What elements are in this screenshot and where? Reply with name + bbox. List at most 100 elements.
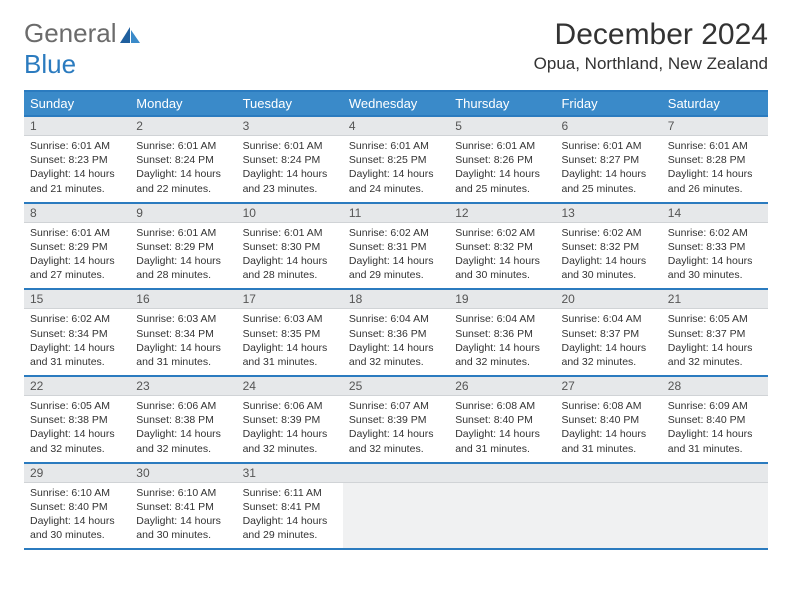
day-number-cell: 19 xyxy=(449,290,555,309)
day-number-cell: 10 xyxy=(237,204,343,223)
sunrise-line: Sunrise: 6:01 AM xyxy=(243,139,337,153)
day-number-cell: 24 xyxy=(237,377,343,396)
sunset-line: Sunset: 8:39 PM xyxy=(349,413,443,427)
sunrise-line: Sunrise: 6:01 AM xyxy=(561,139,655,153)
sunrise-line: Sunrise: 6:03 AM xyxy=(136,312,230,326)
day-data-row: Sunrise: 6:05 AMSunset: 8:38 PMDaylight:… xyxy=(24,396,768,464)
sunset-line: Sunset: 8:40 PM xyxy=(30,500,124,514)
day-number-cell: 18 xyxy=(343,290,449,309)
daylight-line: Daylight: 14 hours and 23 minutes. xyxy=(243,167,337,195)
day-data-cell: Sunrise: 6:01 AMSunset: 8:24 PMDaylight:… xyxy=(130,136,236,204)
day-number-cell: 26 xyxy=(449,377,555,396)
sunset-line: Sunset: 8:31 PM xyxy=(349,240,443,254)
day-data-cell: Sunrise: 6:02 AMSunset: 8:32 PMDaylight:… xyxy=(555,223,661,291)
sunrise-line: Sunrise: 6:02 AM xyxy=(30,312,124,326)
day-data-cell: Sunrise: 6:03 AMSunset: 8:35 PMDaylight:… xyxy=(237,309,343,377)
day-data-cell: Sunrise: 6:01 AMSunset: 8:29 PMDaylight:… xyxy=(24,223,130,291)
day-data-cell: Sunrise: 6:02 AMSunset: 8:32 PMDaylight:… xyxy=(449,223,555,291)
sunset-line: Sunset: 8:24 PM xyxy=(136,153,230,167)
daylight-line: Daylight: 14 hours and 31 minutes. xyxy=(136,341,230,369)
daylight-line: Daylight: 14 hours and 26 minutes. xyxy=(668,167,762,195)
daylight-line: Daylight: 14 hours and 32 minutes. xyxy=(30,427,124,455)
day-data-cell: Sunrise: 6:06 AMSunset: 8:38 PMDaylight:… xyxy=(130,396,236,464)
day-number-row: 1234567 xyxy=(24,117,768,136)
day-data-row: Sunrise: 6:01 AMSunset: 8:23 PMDaylight:… xyxy=(24,136,768,204)
sunset-line: Sunset: 8:38 PM xyxy=(136,413,230,427)
sunrise-line: Sunrise: 6:01 AM xyxy=(136,226,230,240)
day-data-cell: Sunrise: 6:11 AMSunset: 8:41 PMDaylight:… xyxy=(237,483,343,551)
day-data-cell: Sunrise: 6:03 AMSunset: 8:34 PMDaylight:… xyxy=(130,309,236,377)
day-number-cell: 2 xyxy=(130,117,236,136)
day-data-cell: Sunrise: 6:02 AMSunset: 8:33 PMDaylight:… xyxy=(662,223,768,291)
day-number-cell: 30 xyxy=(130,464,236,483)
day-number-cell: 31 xyxy=(237,464,343,483)
day-data-cell: Sunrise: 6:02 AMSunset: 8:34 PMDaylight:… xyxy=(24,309,130,377)
day-number-row: 891011121314 xyxy=(24,204,768,223)
sunrise-line: Sunrise: 6:01 AM xyxy=(668,139,762,153)
day-data-cell xyxy=(449,483,555,551)
title-block: December 2024 Opua, Northland, New Zeala… xyxy=(534,18,768,74)
sunset-line: Sunset: 8:30 PM xyxy=(243,240,337,254)
header: General Blue December 2024 Opua, Northla… xyxy=(24,18,768,80)
day-data-cell xyxy=(662,483,768,551)
sunrise-line: Sunrise: 6:07 AM xyxy=(349,399,443,413)
daylight-line: Daylight: 14 hours and 32 minutes. xyxy=(136,427,230,455)
day-number-cell xyxy=(343,464,449,483)
sunrise-line: Sunrise: 6:10 AM xyxy=(30,486,124,500)
day-number-cell: 5 xyxy=(449,117,555,136)
daylight-line: Daylight: 14 hours and 25 minutes. xyxy=(561,167,655,195)
calendar-grid: SundayMondayTuesdayWednesdayThursdayFrid… xyxy=(24,90,768,550)
sunrise-line: Sunrise: 6:02 AM xyxy=(668,226,762,240)
sunset-line: Sunset: 8:34 PM xyxy=(136,327,230,341)
day-number-cell: 14 xyxy=(662,204,768,223)
sunset-line: Sunset: 8:28 PM xyxy=(668,153,762,167)
sunset-line: Sunset: 8:39 PM xyxy=(243,413,337,427)
day-data-cell: Sunrise: 6:05 AMSunset: 8:37 PMDaylight:… xyxy=(662,309,768,377)
day-data-row: Sunrise: 6:02 AMSunset: 8:34 PMDaylight:… xyxy=(24,309,768,377)
daylight-line: Daylight: 14 hours and 32 minutes. xyxy=(455,341,549,369)
sunset-line: Sunset: 8:37 PM xyxy=(668,327,762,341)
daylight-line: Daylight: 14 hours and 30 minutes. xyxy=(136,514,230,542)
day-number-cell: 29 xyxy=(24,464,130,483)
day-header: Wednesday xyxy=(343,92,449,117)
daylight-line: Daylight: 14 hours and 21 minutes. xyxy=(30,167,124,195)
sunrise-line: Sunrise: 6:02 AM xyxy=(561,226,655,240)
day-data-cell: Sunrise: 6:01 AMSunset: 8:26 PMDaylight:… xyxy=(449,136,555,204)
sunrise-line: Sunrise: 6:09 AM xyxy=(668,399,762,413)
sunset-line: Sunset: 8:41 PM xyxy=(136,500,230,514)
sunrise-line: Sunrise: 6:04 AM xyxy=(561,312,655,326)
sunrise-line: Sunrise: 6:01 AM xyxy=(455,139,549,153)
sunset-line: Sunset: 8:34 PM xyxy=(30,327,124,341)
daylight-line: Daylight: 14 hours and 28 minutes. xyxy=(243,254,337,282)
sunrise-line: Sunrise: 6:08 AM xyxy=(455,399,549,413)
day-data-cell: Sunrise: 6:07 AMSunset: 8:39 PMDaylight:… xyxy=(343,396,449,464)
daylight-line: Daylight: 14 hours and 32 minutes. xyxy=(349,341,443,369)
day-number-cell: 17 xyxy=(237,290,343,309)
sunrise-line: Sunrise: 6:02 AM xyxy=(455,226,549,240)
day-number-cell: 16 xyxy=(130,290,236,309)
daylight-line: Daylight: 14 hours and 30 minutes. xyxy=(455,254,549,282)
day-number-cell: 9 xyxy=(130,204,236,223)
day-number-cell: 8 xyxy=(24,204,130,223)
day-data-cell xyxy=(343,483,449,551)
sunrise-line: Sunrise: 6:04 AM xyxy=(455,312,549,326)
daylight-line: Daylight: 14 hours and 31 minutes. xyxy=(561,427,655,455)
day-number-cell: 11 xyxy=(343,204,449,223)
day-data-cell: Sunrise: 6:05 AMSunset: 8:38 PMDaylight:… xyxy=(24,396,130,464)
day-data-row: Sunrise: 6:01 AMSunset: 8:29 PMDaylight:… xyxy=(24,223,768,291)
daylight-line: Daylight: 14 hours and 31 minutes. xyxy=(30,341,124,369)
day-number-row: 293031 xyxy=(24,464,768,483)
day-header: Sunday xyxy=(24,92,130,117)
day-data-cell: Sunrise: 6:01 AMSunset: 8:28 PMDaylight:… xyxy=(662,136,768,204)
day-number-cell xyxy=(449,464,555,483)
day-number-cell: 4 xyxy=(343,117,449,136)
day-header: Saturday xyxy=(662,92,768,117)
sunrise-line: Sunrise: 6:11 AM xyxy=(243,486,337,500)
page-title: December 2024 xyxy=(534,18,768,52)
sunset-line: Sunset: 8:37 PM xyxy=(561,327,655,341)
day-header: Friday xyxy=(555,92,661,117)
day-data-cell: Sunrise: 6:01 AMSunset: 8:24 PMDaylight:… xyxy=(237,136,343,204)
day-data-cell xyxy=(555,483,661,551)
day-data-row: Sunrise: 6:10 AMSunset: 8:40 PM Daylight:… xyxy=(24,483,768,551)
sunset-line: Sunset: 8:27 PM xyxy=(561,153,655,167)
